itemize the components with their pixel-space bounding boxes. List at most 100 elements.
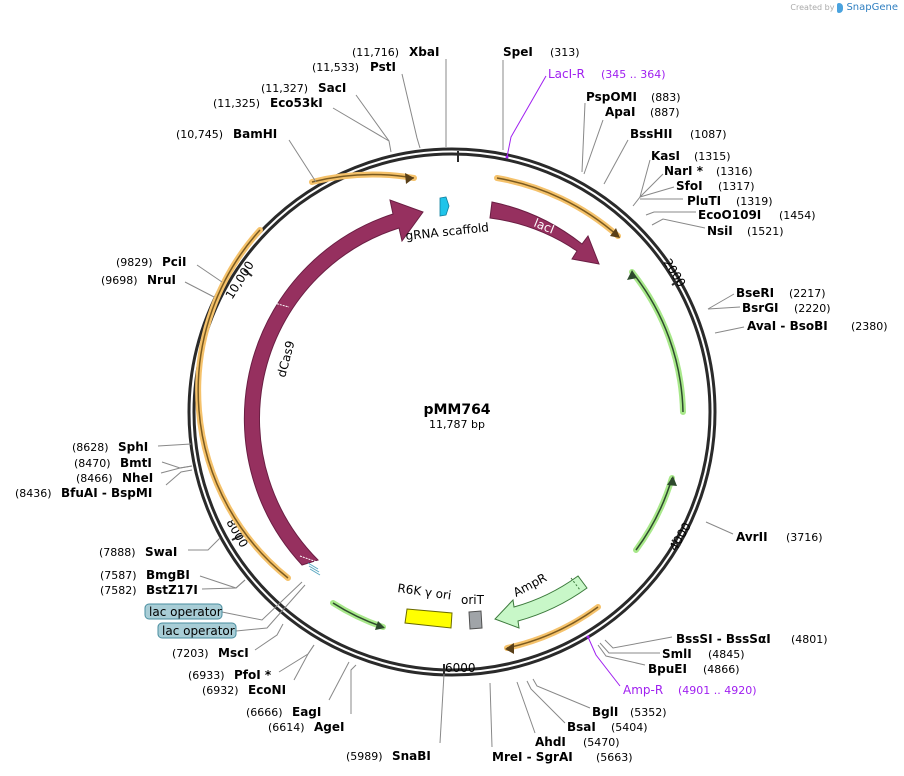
site-pfoi[interactable]: (6933) PfoI * <box>188 644 315 682</box>
svg-text:SfoI: SfoI <box>676 179 703 193</box>
orf-arc-bottom-right[interactable] <box>504 604 601 654</box>
svg-text:PciI: PciI <box>162 255 187 269</box>
svg-text:(6932): (6932) <box>202 684 239 697</box>
orf-arc-right-upper[interactable] <box>627 269 686 415</box>
feature-r6k-ori[interactable] <box>404 608 453 629</box>
site-bpuei[interactable]: BpuEI (4866) <box>597 644 740 676</box>
svg-text:(10,745): (10,745) <box>176 128 223 141</box>
site-swai[interactable]: (7888) SwaI <box>99 537 221 559</box>
svg-text:BsaI: BsaI <box>567 720 596 734</box>
svg-text:Amp-R: Amp-R <box>623 683 663 697</box>
primer-laci-r[interactable]: LacI-R (345 .. 364) <box>505 67 666 159</box>
svg-text:PstI: PstI <box>370 60 396 74</box>
svg-text:(4866): (4866) <box>703 663 740 676</box>
site-pluti[interactable]: PluTI (1319) <box>640 194 773 208</box>
site-bseri[interactable]: BseRI (2217) <box>707 286 826 310</box>
svg-text:(5663): (5663) <box>596 751 633 764</box>
svg-text:ApaI: ApaI <box>605 105 635 119</box>
site-agei[interactable]: (6614) AgeI <box>268 664 357 734</box>
site-apai[interactable]: ApaI (887) <box>583 105 680 175</box>
svg-text:BssHII: BssHII <box>630 127 672 141</box>
orf-arc-top-left[interactable] <box>309 171 417 185</box>
orf-arc-right-lower[interactable] <box>633 475 677 553</box>
svg-text:(11,325): (11,325) <box>213 97 260 110</box>
lac-operator-1[interactable]: lac operator <box>144 581 303 621</box>
site-bsai[interactable]: BsaI (5404) <box>526 680 648 734</box>
site-bstz17i[interactable]: (7582) BstZ17I <box>100 579 246 597</box>
svg-text:(4801): (4801) <box>791 633 828 646</box>
feature-orit[interactable] <box>468 610 483 630</box>
orf-arc-top-right[interactable] <box>494 175 621 239</box>
site-bgli[interactable]: BglI (5352) <box>532 678 667 719</box>
svg-text:BamHI: BamHI <box>233 127 277 141</box>
svg-text:(7203): (7203) <box>172 647 209 660</box>
orf-arc-left[interactable] <box>195 227 291 581</box>
svg-text:(7587): (7587) <box>100 569 137 582</box>
orf-arc-bottom-left[interactable] <box>330 600 386 630</box>
site-nhei[interactable]: (8466) NheI <box>76 465 193 485</box>
svg-text:(1317): (1317) <box>718 180 755 193</box>
site-eco53ki[interactable]: (11,325) Eco53kI <box>213 96 390 142</box>
svg-text:SpeI: SpeI <box>503 45 533 59</box>
site-ecoo109i[interactable]: EcoO109I (1454) <box>645 208 816 222</box>
site-econi[interactable]: (6932) EcoNI <box>202 644 315 697</box>
site-snabi[interactable]: (5989) SnaBI <box>346 673 445 763</box>
site-bmti[interactable]: (8470) BmtI <box>74 456 193 470</box>
site-bsrgi[interactable]: BsrGI (2220) <box>707 301 831 315</box>
svg-text:MreI - SgrAI: MreI - SgrAI <box>492 750 573 764</box>
svg-text:Eco53kI: Eco53kI <box>270 96 323 110</box>
site-msci[interactable]: (7203) MscI <box>172 623 284 660</box>
svg-text:(8436): (8436) <box>15 487 52 500</box>
site-bsshii[interactable]: BssHII (1087) <box>603 127 727 185</box>
site-bsssi-bsssai[interactable]: BssSI - BssSαI (4801) <box>604 632 828 649</box>
svg-text:(887): (887) <box>650 106 680 119</box>
site-sphi[interactable]: (8628) SphI <box>72 440 192 454</box>
site-xbai[interactable]: (11,716) XbaI <box>352 45 447 147</box>
site-smli[interactable]: SmlI (4845) <box>599 642 745 661</box>
site-bamhi[interactable]: (10,745) BamHI <box>176 127 317 183</box>
site-mrei-sgrai[interactable]: MreI - SgrAI (5663) <box>489 682 633 764</box>
feature-grna-scaffold[interactable] <box>439 196 450 217</box>
feature-dcas9[interactable]: dCas9 <box>243 199 424 566</box>
site-psti[interactable]: (11,533) PstI <box>312 60 421 149</box>
svg-text:(1521): (1521) <box>747 225 784 238</box>
site-nari[interactable]: NarI * (1316) <box>639 164 753 198</box>
lac-operator-2[interactable]: lac operator <box>157 584 306 639</box>
svg-text:SphI: SphI <box>118 440 148 454</box>
svg-text:(3716): (3716) <box>786 531 823 544</box>
svg-text:(8470): (8470) <box>74 457 111 470</box>
site-saci[interactable]: (11,327) SacI <box>261 81 392 153</box>
snapgene-credit: Created by SnapGene <box>790 2 898 13</box>
svg-text:(8628): (8628) <box>72 441 109 454</box>
svg-text:(1087): (1087) <box>690 128 727 141</box>
site-bfuai-bspmi[interactable]: (8436) BfuAI - BspMI <box>15 469 193 500</box>
svg-text:XbaI: XbaI <box>409 45 439 59</box>
site-sfoi[interactable]: SfoI (1317) <box>639 179 755 198</box>
svg-text:(2380): (2380) <box>851 320 888 333</box>
svg-text:2000: 2000 <box>660 256 688 289</box>
snapgene-logo-icon <box>837 2 844 13</box>
svg-text:(11,533): (11,533) <box>312 61 359 74</box>
site-ahdi[interactable]: AhdI (5470) <box>516 681 620 749</box>
site-pcii[interactable]: (9829) PciI <box>116 255 223 283</box>
svg-text:(7582): (7582) <box>100 584 137 597</box>
svg-text:(5989): (5989) <box>346 750 383 763</box>
primer-amp-r[interactable]: Amp-R (4901 .. 4920) <box>586 635 757 698</box>
feature-label-r6k-ori: R6K γ ori <box>397 581 453 602</box>
site-nrui[interactable]: (9698) NruI <box>101 273 215 298</box>
svg-text:(8466): (8466) <box>76 472 113 485</box>
svg-text:(9698): (9698) <box>101 274 138 287</box>
site-pspomi[interactable]: PspOMI (883) <box>581 90 681 173</box>
site-spei[interactable]: SpeI (313) <box>502 45 580 150</box>
site-kasi[interactable]: KasI (1315) <box>632 149 731 207</box>
svg-text:(5404): (5404) <box>611 721 648 734</box>
svg-text:(11,327): (11,327) <box>261 82 308 95</box>
site-avrii[interactable]: AvrII (3716) <box>705 521 823 544</box>
svg-text:BsrGI: BsrGI <box>742 301 779 315</box>
svg-text:(4901 .. 4920): (4901 .. 4920) <box>678 684 757 697</box>
svg-text:(1315): (1315) <box>694 150 731 163</box>
feature-ampr[interactable] <box>494 575 588 629</box>
site-eagi[interactable]: (6666) EagI <box>246 661 350 719</box>
site-avai-bsobi[interactable]: AvaI - BsoBI (2380) <box>714 319 888 334</box>
site-nsii[interactable]: NsiI (1521) <box>651 218 784 238</box>
